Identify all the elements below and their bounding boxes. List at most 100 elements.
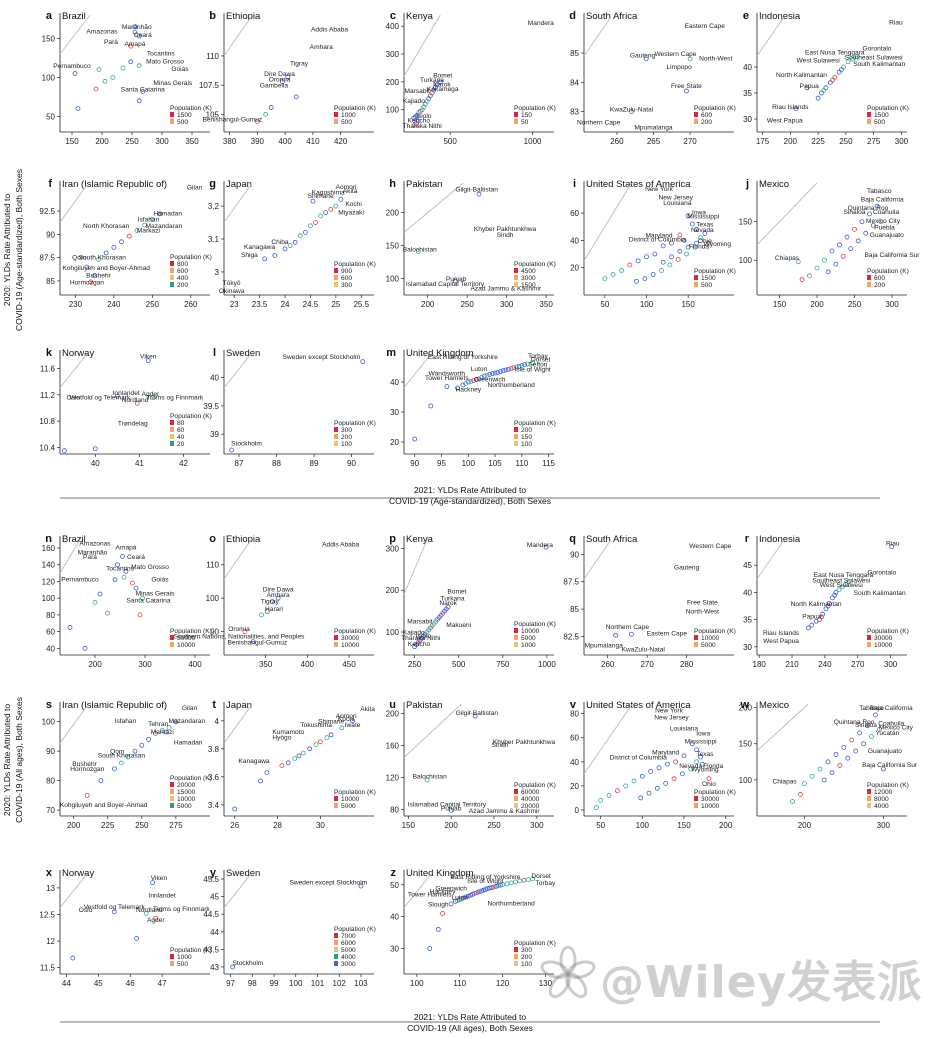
legend-value-v: 30000 [701,796,720,803]
point-label-e: Papua [800,83,819,90]
y-tick-label-n: 160 [42,544,56,553]
point-label-b: Dire Dawa [264,71,295,78]
point-label-g: Miyazaki [338,209,364,216]
point-label-s: Hamadan [174,739,203,746]
data-point-r [819,614,824,620]
y-tick-label-b: 107.5 [199,81,220,90]
lower-ylabel-line-1: 2020: YLDs Rate Attributed to [2,704,12,817]
panel-letter-o: o [209,533,216,545]
point-label-x: Innlandet [149,893,176,900]
legend-value-p: 1000 [521,642,536,649]
watermark-text: @Wiley发表派 [600,957,923,1008]
legend-swatch-n [170,635,174,640]
data-point-w [821,777,827,783]
legend-title-y: Population (K) [334,926,376,933]
point-label-m: Luton [471,366,488,373]
panel-d: d South Africa 260 265 270 83 84 85 Eastern Cape… [569,10,736,146]
point-label-s: Kohgiluyeh and Boyer-Ahmad [60,802,148,809]
y-tick-label-w: 150 [739,740,753,749]
data-point-k [150,395,156,400]
point-label-h: Balochistan [403,247,437,254]
y-tick-label-g: 3.1 [208,235,220,244]
point-label-t: Kanagawa [238,758,269,765]
data-point-k [145,358,151,363]
x-tick-label-b: 410 [306,137,320,146]
data-point-i [660,243,666,249]
upper-ylabel-line-1: 2020: YLDs Rate Attributed to [2,194,12,307]
legend-value-y: 5000 [341,947,356,954]
data-point-f [126,233,132,239]
x-tick-label-j: 250 [848,300,862,309]
point-label-f: South Khorasan [79,255,127,262]
data-point-v [631,778,637,784]
point-label-w: Baja California [870,705,913,712]
data-point-g [297,233,303,239]
reference-line-u [403,703,462,758]
y-tick-label-u: 160 [386,742,400,751]
data-point-i [660,259,666,265]
data-point-v [594,805,599,810]
point-label-c: Mandera [528,20,554,27]
point-label-f: Mazandaran [146,223,183,230]
point-label-q: Mpumalanga [585,642,623,649]
data-point-g [308,223,313,229]
x-tick-label-k: 42 [179,459,188,468]
legend-swatch-i [694,275,698,280]
point-label-n: Amazonas [79,541,111,548]
data-point-v [694,759,699,765]
data-point-m [473,377,479,383]
y-tick-label-z: 30 [390,945,399,954]
data-point-e [804,85,810,91]
y-tick-label-e: 40 [743,63,752,72]
panel-letter-p: p [389,533,396,545]
data-point-q [628,631,634,637]
point-label-n: Ceará [127,554,145,561]
data-point-m [506,366,511,372]
data-point-z [521,877,527,883]
reference-line-h [403,182,464,233]
point-label-v: Ohio [702,781,716,788]
data-point-c [411,115,417,121]
panel-title-a: Brazil [62,11,86,22]
legend-swatch-y [334,947,338,952]
reference-line-k [59,353,88,388]
x-tick-label-e: 225 [811,137,825,146]
x-tick-label-t: 26 [230,821,239,830]
data-point-m [495,369,501,375]
y-tick-label-r: 45 [743,561,752,570]
x-tick-label-c: 1000 [524,137,542,146]
data-point-v [698,754,704,760]
legend-value-y: 3000 [341,961,356,968]
point-label-a: Pernambuco [53,63,91,70]
reference-line-y [223,873,252,908]
data-point-a [75,106,81,111]
lower-x-axis-title: 2021: YLDs Rate Attributed to COVID-19 (… [407,1012,533,1033]
data-point-m [516,363,522,369]
data-point-j [867,211,872,217]
panel-letter-i: i [573,178,576,190]
panel-letter-z: z [391,867,397,879]
point-label-t: Akita [360,706,375,713]
data-point-n [121,574,127,580]
panel-letter-c: c [390,10,396,22]
x-tick-label-w: 200 [798,821,812,830]
point-label-n: Minas Gerais [136,591,176,598]
point-label-e: West Sulawesi [797,57,841,64]
point-label-z: Tower Hamlets [408,892,452,899]
point-label-m: Isle of Wight [514,367,550,374]
point-label-c: Turkana [420,77,444,84]
data-point-n [97,591,103,597]
x-tick-label-z: 110 [453,979,466,988]
point-label-k: Agder [142,391,160,398]
data-point-j [870,223,876,228]
y-tick-label-v: 0 [575,806,580,815]
y-tick-label-u: 200 [386,710,400,719]
x-tick-label-f: 240 [107,300,121,309]
legend-value-y: 7000 [341,933,356,940]
data-point-r [806,625,811,631]
legend-swatch-s [170,782,174,787]
x-tick-label-a: 250 [125,137,139,146]
x-tick-label-a: 300 [155,137,169,146]
legend-value-g: 900 [341,268,352,275]
upper-xlabel-line-1: 2021: YLDs Rate Attributed to [414,485,527,495]
